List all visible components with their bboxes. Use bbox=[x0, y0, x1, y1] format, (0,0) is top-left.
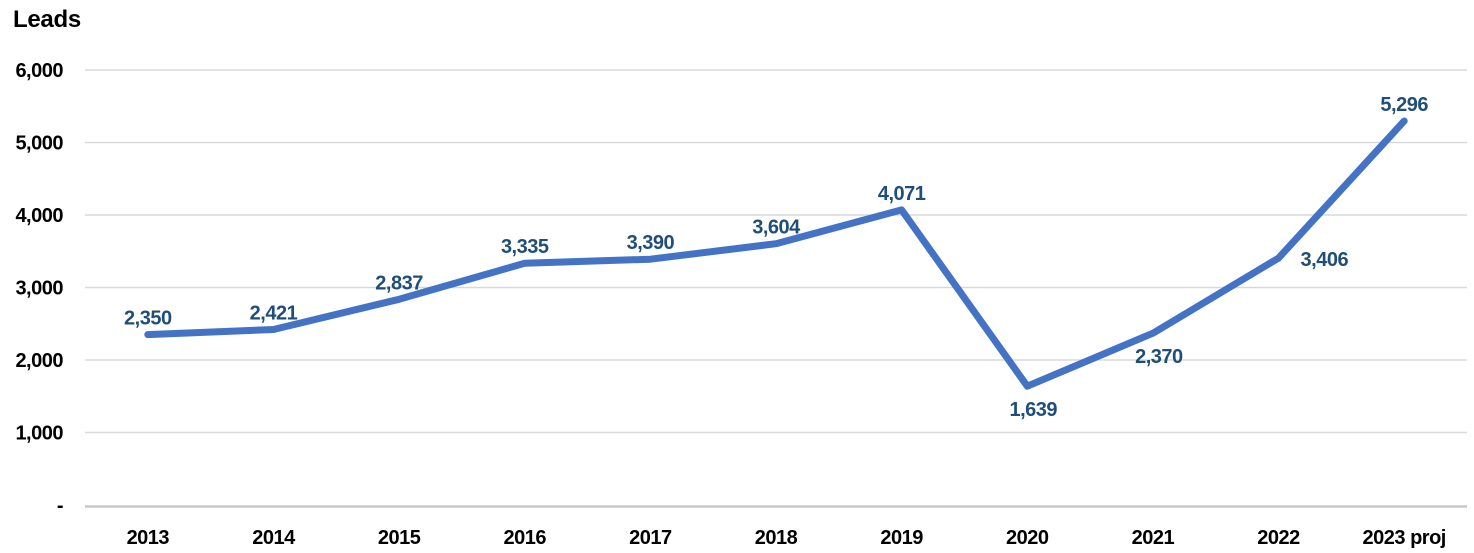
y-axis-tick-label: - bbox=[57, 495, 63, 517]
data-point-label: 3,390 bbox=[627, 232, 675, 254]
data-point-label: 3,406 bbox=[1301, 249, 1349, 271]
y-axis-tick-label: 1,000 bbox=[15, 423, 63, 445]
x-axis-tick-label: 2023 proj bbox=[1363, 527, 1446, 549]
data-point-label: 2,421 bbox=[250, 302, 298, 324]
y-axis-tick-label: 4,000 bbox=[15, 205, 63, 227]
chart-title: Leads bbox=[13, 6, 81, 33]
x-axis-tick-label: 2021 bbox=[1132, 527, 1175, 549]
y-axis-tick-label: 6,000 bbox=[15, 60, 63, 82]
x-axis-tick-label: 2020 bbox=[1006, 527, 1049, 549]
data-point-label: 3,604 bbox=[752, 217, 801, 239]
x-axis-tick-label: 2022 bbox=[1257, 527, 1300, 549]
data-series-line bbox=[144, 117, 1408, 390]
y-axis-tick-label: 5,000 bbox=[15, 133, 63, 155]
x-axis-tick-label: 2013 bbox=[127, 527, 170, 549]
data-point-label: 1,639 bbox=[1009, 399, 1057, 421]
data-point-label: 3,335 bbox=[501, 236, 549, 258]
x-axis-tick-label: 2019 bbox=[880, 527, 923, 549]
data-point-label: 2,350 bbox=[124, 308, 172, 330]
x-axis-tick-label: 2018 bbox=[755, 527, 798, 549]
data-point-label: 2,837 bbox=[375, 272, 423, 294]
y-axis-tick-label: 2,000 bbox=[15, 350, 63, 372]
data-point-label: 2,370 bbox=[1135, 346, 1183, 368]
x-axis-tick-label: 2014 bbox=[252, 527, 296, 549]
data-point-label: 5,296 bbox=[1380, 94, 1428, 116]
x-axis-tick-label: 2016 bbox=[503, 527, 546, 549]
x-axis-tick-label: 2017 bbox=[629, 527, 672, 549]
y-axis-tick-label: 3,000 bbox=[15, 278, 63, 300]
data-point-label: 4,071 bbox=[878, 183, 926, 205]
x-axis-tick-label: 2015 bbox=[378, 527, 421, 549]
